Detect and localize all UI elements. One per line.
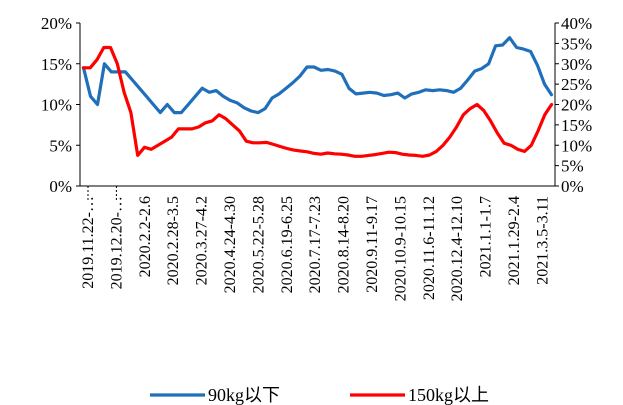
y-left-tick-label: 10% — [41, 96, 72, 115]
y-right-tick-label: 20% — [561, 96, 592, 115]
legend-label-2: 150kg以上 — [408, 385, 489, 405]
x-tick-label: 2020.6.19-6.25 — [279, 196, 296, 293]
x-tick-label: 2019.12.20-… — [108, 196, 125, 289]
x-tick-label: 2021.1.29-2.4 — [506, 196, 523, 285]
y-right-tick-label: 40% — [561, 14, 592, 33]
plot-lines — [81, 36, 554, 158]
x-tick-label: 2020.2.2-2.6 — [137, 196, 154, 277]
y-axis-right: 0%5% 10%15%20% 25%30% 35%40% — [554, 14, 592, 196]
x-tick-label: 2020.7.17-7.23 — [307, 196, 324, 293]
x-axis: 2019.11.22-… 2019.12.20-… 2020.2.2-2.6 2020… — [80, 185, 555, 301]
y-right-tick-label: 10% — [561, 136, 592, 155]
y-axis-left: 0% 5% 10% 15% 20% — [41, 14, 81, 196]
series-line-1 — [81, 36, 554, 115]
y-right-tick-label: 0% — [561, 177, 584, 196]
y-left-tick-label: 0% — [49, 177, 72, 196]
y-right-tick-label: 35% — [561, 34, 592, 53]
x-tick-label: 2020.10.9-10.15 — [392, 196, 409, 301]
x-tick-label: 2020.9.11-9.17 — [364, 196, 381, 293]
x-tick-label: 2021.1.1-1.7 — [478, 196, 495, 277]
series-line-2 — [81, 45, 554, 158]
y-right-tick-label: 25% — [561, 75, 592, 94]
y-left-tick-label: 5% — [49, 136, 72, 155]
legend-label-1: 90kg以下 — [208, 385, 280, 405]
x-tick-label: 2020.11.6-11.12 — [421, 196, 438, 300]
x-tick-label: 2020.5.22-5.28 — [250, 196, 267, 293]
x-tick-label: 2020.2.28-3.5 — [165, 196, 182, 285]
y-left-tick-label: 15% — [41, 55, 72, 74]
y-right-tick-label: 5% — [561, 157, 584, 176]
x-tick-label: 2019.11.22-… — [80, 196, 97, 289]
y-right-tick-label: 15% — [561, 116, 592, 135]
y-right-tick-label: 30% — [561, 55, 592, 74]
legend: 90kg以下 150kg以上 — [150, 385, 489, 405]
x-tick-label: 2020.12.4-12.10 — [449, 196, 466, 301]
x-tick-label: 2020.8.14-8.20 — [336, 196, 353, 293]
y-left-tick-label: 20% — [41, 14, 72, 33]
x-tick-label: 2021.3.5-3.11 — [534, 196, 551, 285]
x-tick-label: 2020.3.27-4.2 — [194, 196, 211, 285]
x-tick-label: 2020.4.24-4.30 — [222, 196, 239, 293]
